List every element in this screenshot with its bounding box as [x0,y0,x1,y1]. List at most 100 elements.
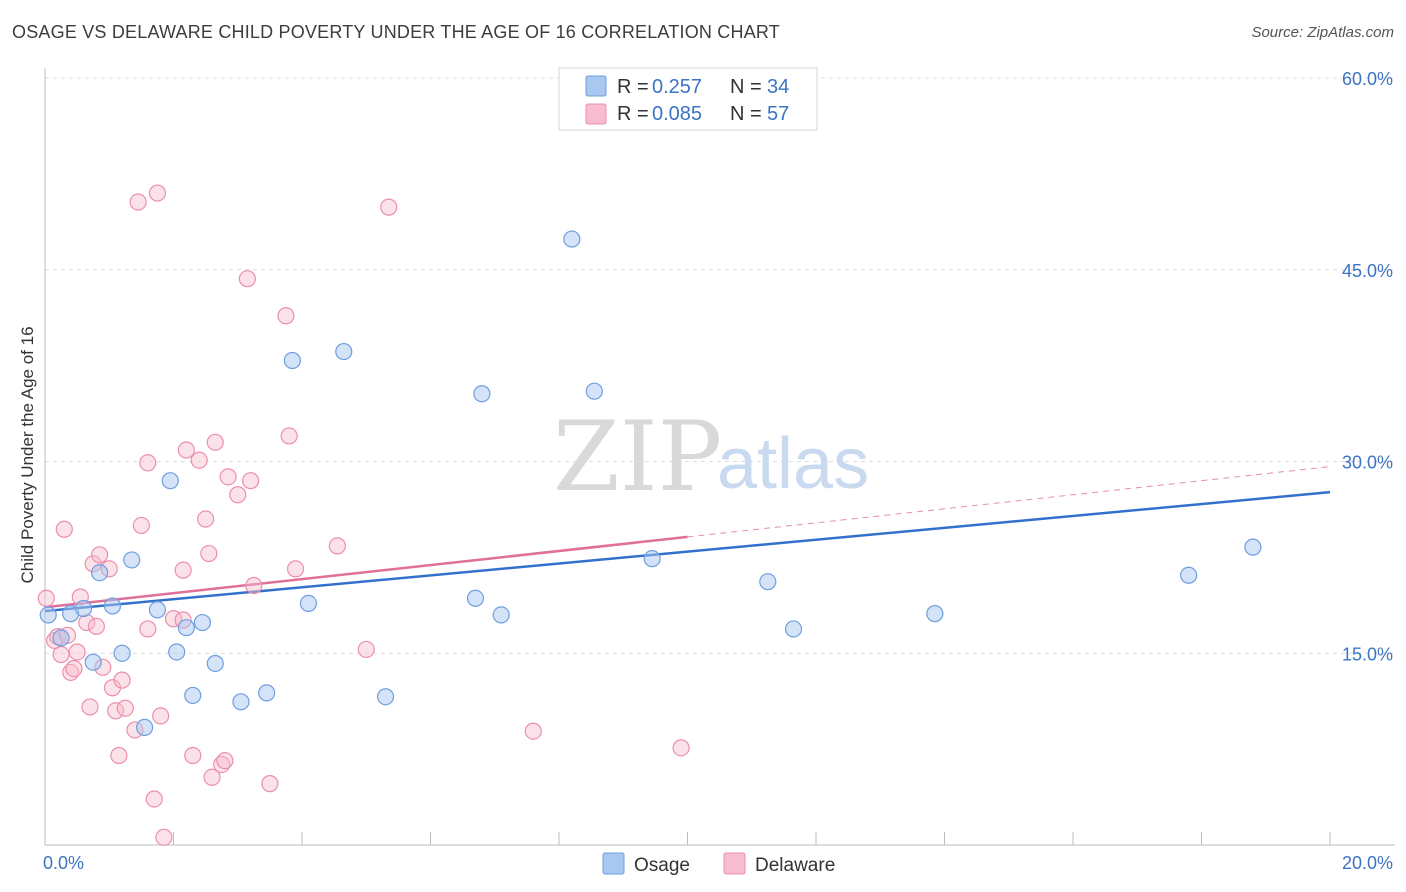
delaware-point [672,739,690,757]
osage-point [585,382,603,400]
osage-point [473,385,491,403]
delaware-point [37,589,55,607]
osage-point [123,551,141,569]
delaware-point [145,790,163,808]
osage-point [1244,538,1262,556]
delaware-point [155,828,173,846]
delaware-point [277,307,295,325]
delaware-point [132,516,150,535]
osage-point [84,653,102,671]
bottom-legend-osage: Osage [634,855,690,876]
delaware-point [110,746,128,765]
osage-point [1180,566,1198,584]
x-tick-label: 0.0% [43,853,84,873]
y-tick-labels: 15.0% 30.0% 45.0% 60.0% [1342,69,1393,664]
delaware-point [184,746,202,765]
delaware-point [148,184,167,202]
osage-point [258,684,276,702]
delaware-point [87,617,106,636]
delaware-point [190,451,208,469]
osage-point [232,693,250,711]
delaware-trend-extension [687,466,1331,538]
osage-point [184,686,202,705]
osage-point [563,230,581,248]
y-tick-label: 45.0% [1342,261,1393,281]
watermark-atlas: atlas [717,424,869,504]
legend-delaware-r-label: R = [617,103,649,125]
bottom-legend-swatch-delaware [723,852,746,875]
delaware-point [55,520,73,538]
osage-point [206,654,224,673]
osage-point [113,644,131,662]
watermark-zip: ZIP [553,401,722,513]
y-axis-label: Child Poverty Under the Age of 16 [18,326,37,583]
osage-point [74,599,93,618]
y-tick-label: 15.0% [1342,644,1393,664]
delaware-point [229,486,247,504]
osage-point [52,629,70,647]
delaware-point [174,561,192,579]
delaware-point [91,546,109,564]
osage-point [148,601,167,619]
osage-point [135,718,154,736]
osage-point [193,613,212,632]
bottom-legend-delaware: Delaware [755,855,835,876]
source-label: Source: ZipAtlas.com [1251,24,1394,41]
osage-point [784,620,803,638]
legend-osage-n-label: N = [730,76,762,98]
legend-delaware-n-value: 57 [767,103,789,125]
delaware-point [139,454,157,472]
osage-point [492,606,510,624]
delaware-point [203,768,221,786]
legend-delaware-n-label: N = [730,103,762,125]
delaware-point [524,722,542,740]
osage-point [926,605,944,623]
delaware-point [380,198,398,216]
osage-point [466,589,485,607]
delaware-point [286,560,305,578]
osage-point [39,606,57,624]
delaware-point [216,752,234,770]
chart-title: OSAGE VS DELAWARE CHILD POVERTY UNDER TH… [12,22,780,42]
osage-point [335,342,353,361]
delaware-point [139,620,157,638]
axes-layer [44,68,1395,846]
delaware-point [242,472,260,490]
delaware-point [81,698,99,716]
delaware-point [206,433,224,451]
osage-point [759,573,777,591]
delaware-point [113,671,131,689]
data-points [37,184,1262,846]
x-tick-label: 20.0% [1342,853,1393,873]
delaware-point [107,702,125,720]
delaware-point [261,775,279,793]
delaware-point [197,510,215,528]
osage-point [283,351,301,370]
bottom-legend-swatch-osage [602,852,625,875]
delaware-trend-line [44,535,688,609]
osage-point [91,564,109,582]
delaware-point [238,270,256,288]
delaware-point [200,544,218,563]
osage-point [376,688,395,706]
delaware-point [116,699,134,717]
legend-swatch-delaware [585,103,607,125]
delaware-point [177,441,195,459]
delaware-point [65,659,83,678]
osage-point [299,594,318,612]
legend-swatch-osage [585,75,607,97]
delaware-point [328,537,346,555]
osage-point [161,472,179,490]
legend-osage-n-value: 34 [767,76,789,98]
y-tick-label: 60.0% [1342,69,1393,89]
delaware-point [129,193,147,211]
delaware-point [68,643,86,661]
osage-point [168,643,186,661]
legend-osage-r-value: 0.257 [652,76,702,98]
delaware-point [280,427,298,445]
legend-delaware-r-value: 0.085 [652,103,702,125]
y-tick-label: 30.0% [1342,453,1393,473]
osage-point [643,550,661,568]
series-legend: Osage Delaware [602,852,835,876]
